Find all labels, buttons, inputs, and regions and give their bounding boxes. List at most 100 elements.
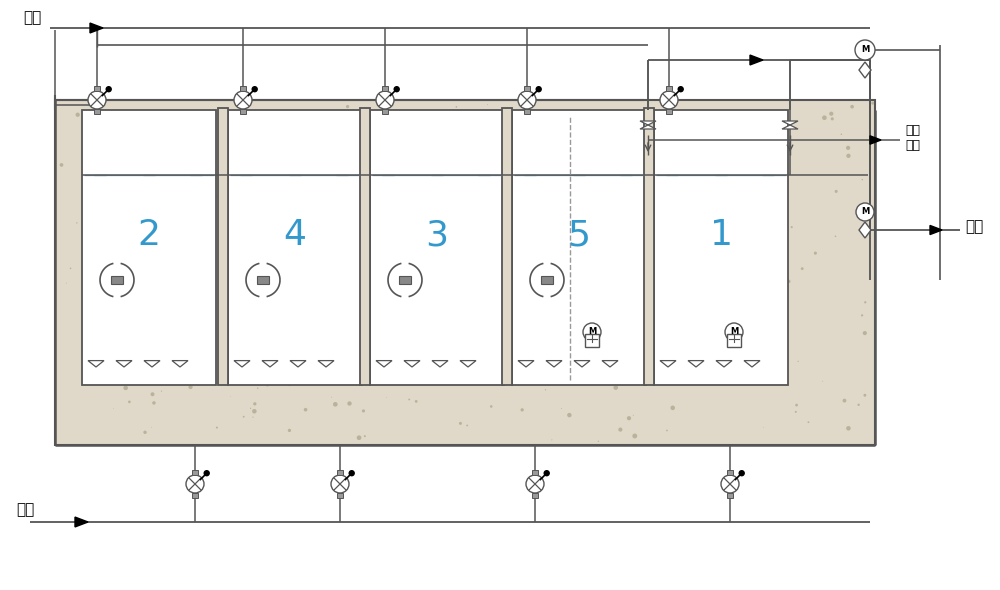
Polygon shape — [518, 360, 534, 367]
Circle shape — [416, 139, 418, 142]
Circle shape — [808, 421, 809, 423]
Circle shape — [863, 394, 866, 396]
Circle shape — [258, 301, 262, 305]
Circle shape — [428, 175, 430, 176]
Circle shape — [252, 409, 257, 414]
Circle shape — [736, 370, 737, 371]
Circle shape — [783, 226, 787, 230]
Bar — [360, 108, 370, 385]
Circle shape — [258, 289, 259, 290]
Text: 空气: 空气 — [23, 10, 41, 25]
Text: 据泥
排池: 据泥 排池 — [905, 124, 920, 152]
Circle shape — [843, 399, 846, 402]
Circle shape — [229, 331, 230, 332]
Circle shape — [98, 260, 101, 263]
Circle shape — [415, 400, 418, 403]
Circle shape — [319, 264, 323, 268]
Circle shape — [572, 144, 576, 148]
Circle shape — [493, 241, 497, 245]
Circle shape — [707, 219, 710, 223]
Circle shape — [101, 146, 105, 150]
Bar — [532, 493, 538, 498]
Circle shape — [183, 356, 186, 359]
Circle shape — [351, 109, 356, 114]
Circle shape — [555, 299, 557, 301]
Polygon shape — [602, 360, 618, 367]
Circle shape — [331, 475, 349, 493]
Polygon shape — [90, 23, 103, 33]
Polygon shape — [116, 360, 132, 367]
Circle shape — [567, 241, 571, 246]
Circle shape — [372, 348, 376, 353]
Circle shape — [575, 193, 580, 198]
Polygon shape — [782, 125, 798, 129]
Circle shape — [779, 175, 783, 179]
Circle shape — [738, 333, 739, 335]
Circle shape — [133, 317, 134, 319]
Circle shape — [408, 342, 411, 345]
Circle shape — [864, 301, 866, 303]
Circle shape — [583, 323, 601, 341]
Polygon shape — [460, 360, 476, 367]
Circle shape — [751, 335, 752, 336]
Bar — [644, 108, 654, 385]
Circle shape — [362, 409, 365, 412]
Polygon shape — [660, 360, 676, 367]
Circle shape — [536, 87, 541, 91]
Circle shape — [170, 171, 172, 172]
Circle shape — [245, 135, 248, 137]
Circle shape — [771, 189, 775, 192]
Bar — [666, 109, 672, 114]
Circle shape — [253, 402, 256, 405]
Circle shape — [394, 87, 399, 91]
Circle shape — [346, 105, 349, 108]
Bar — [111, 276, 123, 284]
Bar — [337, 493, 343, 498]
Circle shape — [439, 301, 440, 303]
Circle shape — [208, 137, 211, 140]
Bar — [94, 109, 100, 114]
Circle shape — [850, 105, 854, 109]
Circle shape — [521, 408, 524, 411]
Bar — [666, 86, 672, 91]
Polygon shape — [744, 360, 760, 367]
Circle shape — [627, 416, 631, 420]
Circle shape — [650, 316, 653, 319]
Circle shape — [638, 136, 641, 139]
Circle shape — [682, 119, 687, 123]
Circle shape — [255, 110, 257, 112]
Circle shape — [722, 252, 725, 255]
Circle shape — [292, 244, 293, 245]
Circle shape — [304, 408, 307, 411]
Circle shape — [309, 330, 313, 334]
Circle shape — [862, 179, 863, 181]
Circle shape — [814, 251, 817, 255]
Circle shape — [835, 235, 836, 237]
Circle shape — [670, 405, 675, 410]
Circle shape — [660, 245, 664, 249]
Circle shape — [200, 185, 204, 189]
Circle shape — [349, 471, 354, 476]
Circle shape — [690, 251, 692, 254]
Bar — [240, 86, 246, 91]
Text: 5: 5 — [568, 218, 590, 252]
Circle shape — [846, 426, 851, 431]
Circle shape — [685, 264, 689, 268]
Circle shape — [361, 343, 365, 348]
Circle shape — [88, 91, 106, 109]
Circle shape — [333, 402, 338, 407]
Circle shape — [347, 346, 350, 349]
Circle shape — [562, 146, 567, 151]
Circle shape — [128, 401, 131, 403]
Circle shape — [287, 382, 292, 386]
Text: M: M — [861, 207, 869, 216]
Bar — [257, 276, 269, 284]
Circle shape — [146, 364, 148, 366]
Circle shape — [856, 203, 874, 221]
Circle shape — [152, 326, 157, 330]
Bar — [512, 110, 646, 385]
Circle shape — [829, 112, 833, 116]
Circle shape — [408, 399, 410, 401]
Circle shape — [518, 91, 536, 109]
Polygon shape — [574, 360, 590, 367]
